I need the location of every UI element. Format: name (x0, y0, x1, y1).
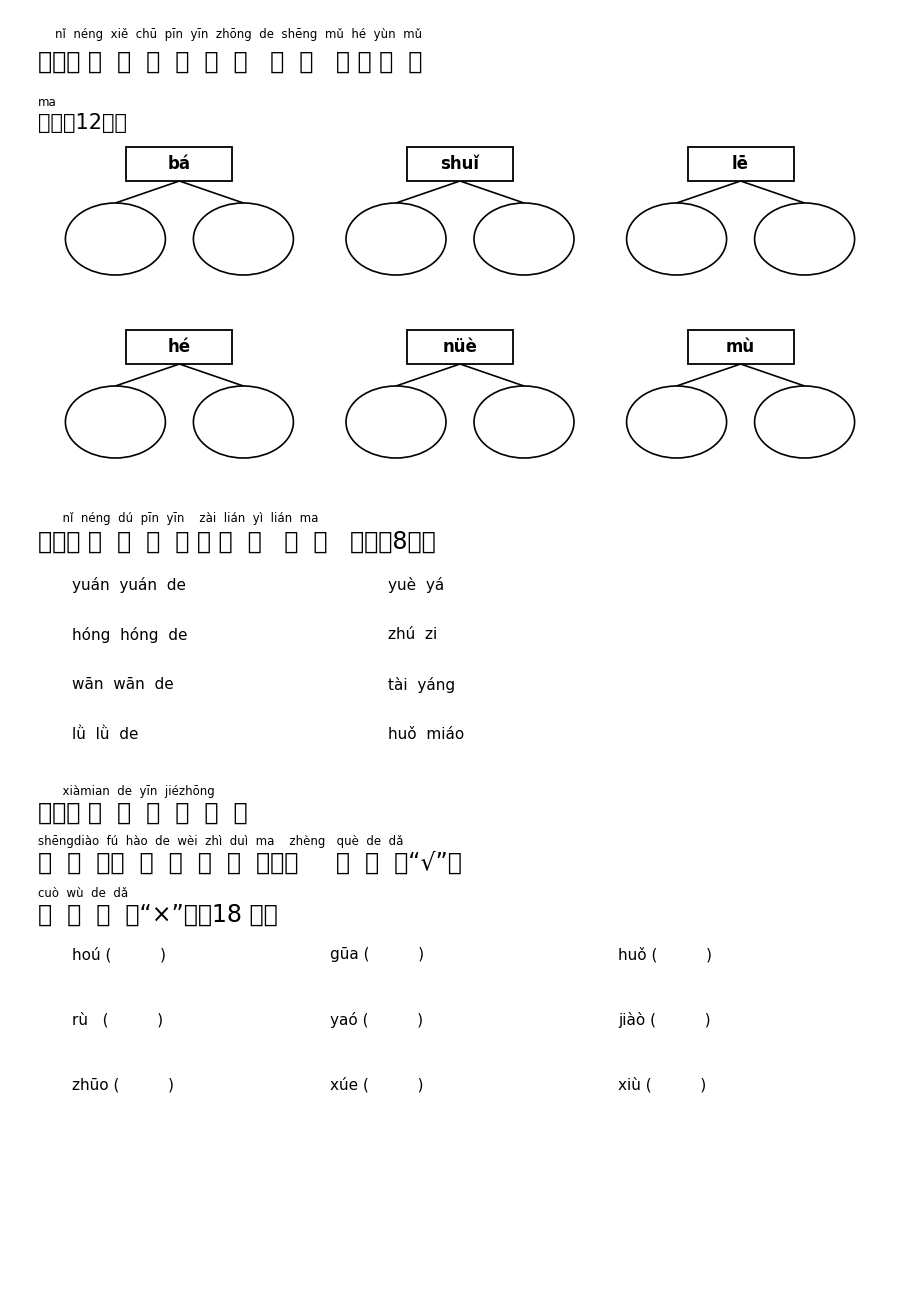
Text: shēngdiào  fú  hào  de  wèi  zhì  duì  ma    zhèng   què  de  dǎ: shēngdiào fú hào de wèi zhì duì ma zhèng… (38, 835, 403, 848)
Text: ma: ma (38, 95, 57, 108)
Text: 五、你 能  读  拼  音 ， 再  连   一  连   吗？（8分）: 五、你 能 读 拼 音 ， 再 连 一 连 吗？（8分） (38, 531, 436, 554)
Ellipse shape (754, 386, 854, 457)
Text: 声  调  符号  的  位  置  对  吗？正     确  的  打“√”，: 声 调 符号 的 位 置 对 吗？正 确 的 打“√”， (38, 851, 461, 874)
Text: huǒ (          ): huǒ ( ) (618, 948, 711, 962)
Ellipse shape (193, 386, 293, 457)
Bar (126, 329, 233, 365)
Ellipse shape (626, 203, 726, 274)
Ellipse shape (65, 203, 165, 274)
Text: hé: hé (167, 339, 191, 356)
Text: zhú  zi: zhú zi (388, 627, 437, 642)
Ellipse shape (346, 203, 446, 274)
Text: xúe (          ): xúe ( ) (330, 1077, 423, 1093)
Text: yuán  yuán  de: yuán yuán de (72, 576, 186, 593)
Ellipse shape (473, 203, 573, 274)
Text: lǜ  lǜ  de: lǜ lǜ de (72, 727, 139, 742)
Bar (126, 146, 233, 180)
Bar (686, 146, 793, 180)
Text: nüè: nüè (442, 339, 477, 356)
Bar (406, 146, 513, 180)
Text: nǐ  néng  dú  pīn  yīn    zài  lián  yì  lián  ma: nǐ néng dú pīn yīn zài lián yì lián ma (55, 512, 318, 525)
Text: 六、下 面  的  音  节  中  ，: 六、下 面 的 音 节 中 ， (38, 801, 247, 825)
Text: mù: mù (725, 339, 754, 356)
Text: xiàmian  de  yīn  jiézhōng: xiàmian de yīn jiézhōng (55, 786, 214, 799)
Ellipse shape (626, 386, 726, 457)
Text: hoú (          ): hoú ( ) (72, 948, 165, 962)
Text: yaó (          ): yaó ( ) (330, 1012, 423, 1029)
Text: hóng  hóng  de: hóng hóng de (72, 627, 187, 643)
Ellipse shape (65, 386, 165, 457)
Text: zhūo (          ): zhūo ( ) (72, 1077, 174, 1093)
Ellipse shape (754, 203, 854, 274)
Text: nǐ  néng  xiě  chū  pīn  yīn  zhōng  de  shēng  mǔ  hé  yùn  mǔ: nǐ néng xiě chū pīn yīn zhōng de shēng m… (55, 27, 422, 41)
Bar (686, 329, 793, 365)
Text: 吗？（12分）: 吗？（12分） (38, 112, 127, 133)
Text: wān  wān  de: wān wān de (72, 677, 174, 691)
Text: rù   (          ): rù ( ) (72, 1012, 163, 1027)
Text: lē: lē (732, 156, 748, 173)
Text: bá: bá (168, 156, 191, 173)
Text: jiàò (          ): jiàò ( ) (618, 1012, 709, 1029)
Text: huǒ  miáo: huǒ miáo (388, 727, 464, 742)
Text: xiù (          ): xiù ( ) (618, 1077, 706, 1093)
Text: yuè  yá: yuè yá (388, 576, 444, 593)
Ellipse shape (473, 386, 573, 457)
Ellipse shape (193, 203, 293, 274)
Ellipse shape (346, 386, 446, 457)
Text: gūa (          ): gūa ( ) (330, 948, 424, 962)
Text: 四、你 能  写  出  拼  音  中   的  声   母 和 韵  母: 四、你 能 写 出 拼 音 中 的 声 母 和 韵 母 (38, 50, 422, 74)
Text: cuò  wù  de  dǎ: cuò wù de dǎ (38, 887, 128, 901)
Bar (406, 329, 513, 365)
Text: tài  yáng: tài yáng (388, 677, 455, 693)
Text: shuǐ: shuǐ (440, 156, 479, 173)
Text: 错  误  的  打“×”。（18 分）: 错 误 的 打“×”。（18 分） (38, 903, 278, 927)
